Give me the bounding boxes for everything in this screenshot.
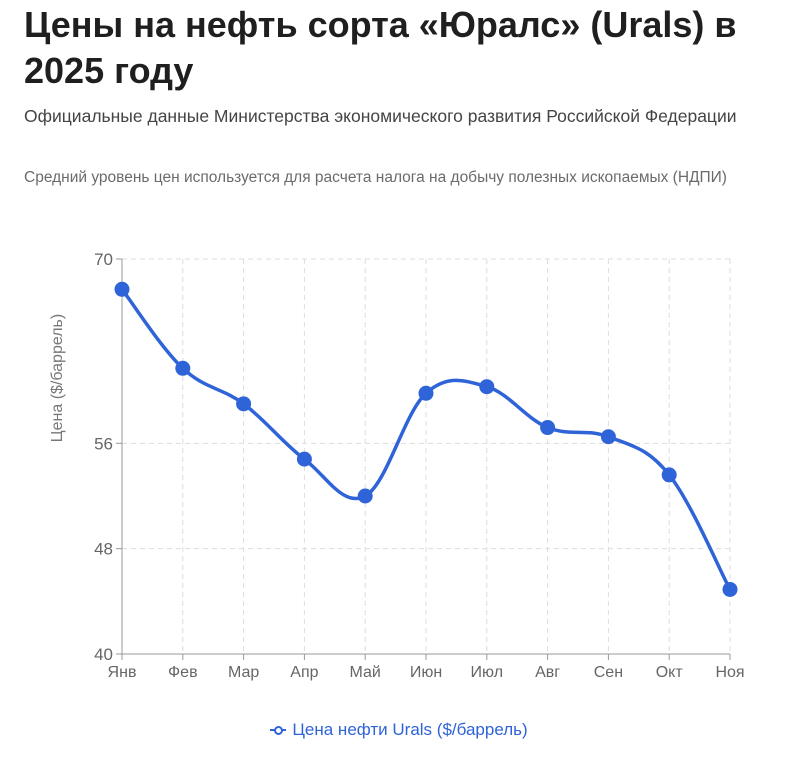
x-tick-label: Ноя (715, 664, 744, 681)
y-tick-label: 56 (94, 434, 113, 453)
legend-label: Цена нефти Urals ($/баррель) (292, 720, 528, 739)
x-tick-label: Фев (168, 664, 198, 681)
page-title: Цены на нефть сорта «Юралс» (Urals) в 20… (24, 4, 737, 91)
data-point[interactable] (661, 467, 677, 483)
data-point[interactable] (114, 281, 130, 297)
y-axis-title: Цена ($/баррель) (49, 314, 66, 442)
chart-subtitle: Официальные данные Министерства экономич… (24, 106, 737, 126)
y-tick-label: 40 (94, 645, 113, 664)
data-point[interactable] (600, 429, 616, 445)
y-tick-label: 70 (94, 250, 113, 269)
legend[interactable]: Цена нефти Urals ($/баррель) (0, 720, 798, 740)
data-point[interactable] (236, 396, 252, 412)
x-tick-label: Янв (108, 664, 137, 681)
x-tick-label: Окт (656, 664, 684, 681)
legend-line-marker-icon (270, 725, 287, 735)
x-tick-label: Апр (290, 664, 318, 681)
data-point[interactable] (296, 451, 312, 467)
x-tick-label: Сен (594, 664, 623, 681)
data-point[interactable] (357, 488, 373, 504)
series-line (120, 287, 732, 592)
data-point[interactable] (722, 581, 738, 597)
grid-lines (116, 258, 731, 660)
data-point[interactable] (479, 379, 495, 395)
chart-note: Средний уровень цен используется для рас… (24, 169, 727, 186)
y-tick-label: 48 (94, 540, 113, 559)
data-point[interactable] (175, 360, 191, 376)
x-tick-label: Июн (410, 664, 442, 681)
series-layer (114, 281, 738, 597)
x-tick-label: Июл (471, 664, 503, 681)
y-tick-labels: 40 48 56 70 (94, 250, 113, 664)
axes (121, 259, 730, 655)
x-tick-label: Авг (535, 664, 560, 681)
x-tick-label: Май (350, 664, 381, 681)
x-tick-labels: Янв Фев Мар Апр Май Июн Июл Авг Сен Окт Ноя (108, 664, 745, 681)
x-tick-label: Мар (228, 664, 259, 681)
data-point[interactable] (418, 385, 434, 401)
data-point[interactable] (540, 420, 556, 436)
